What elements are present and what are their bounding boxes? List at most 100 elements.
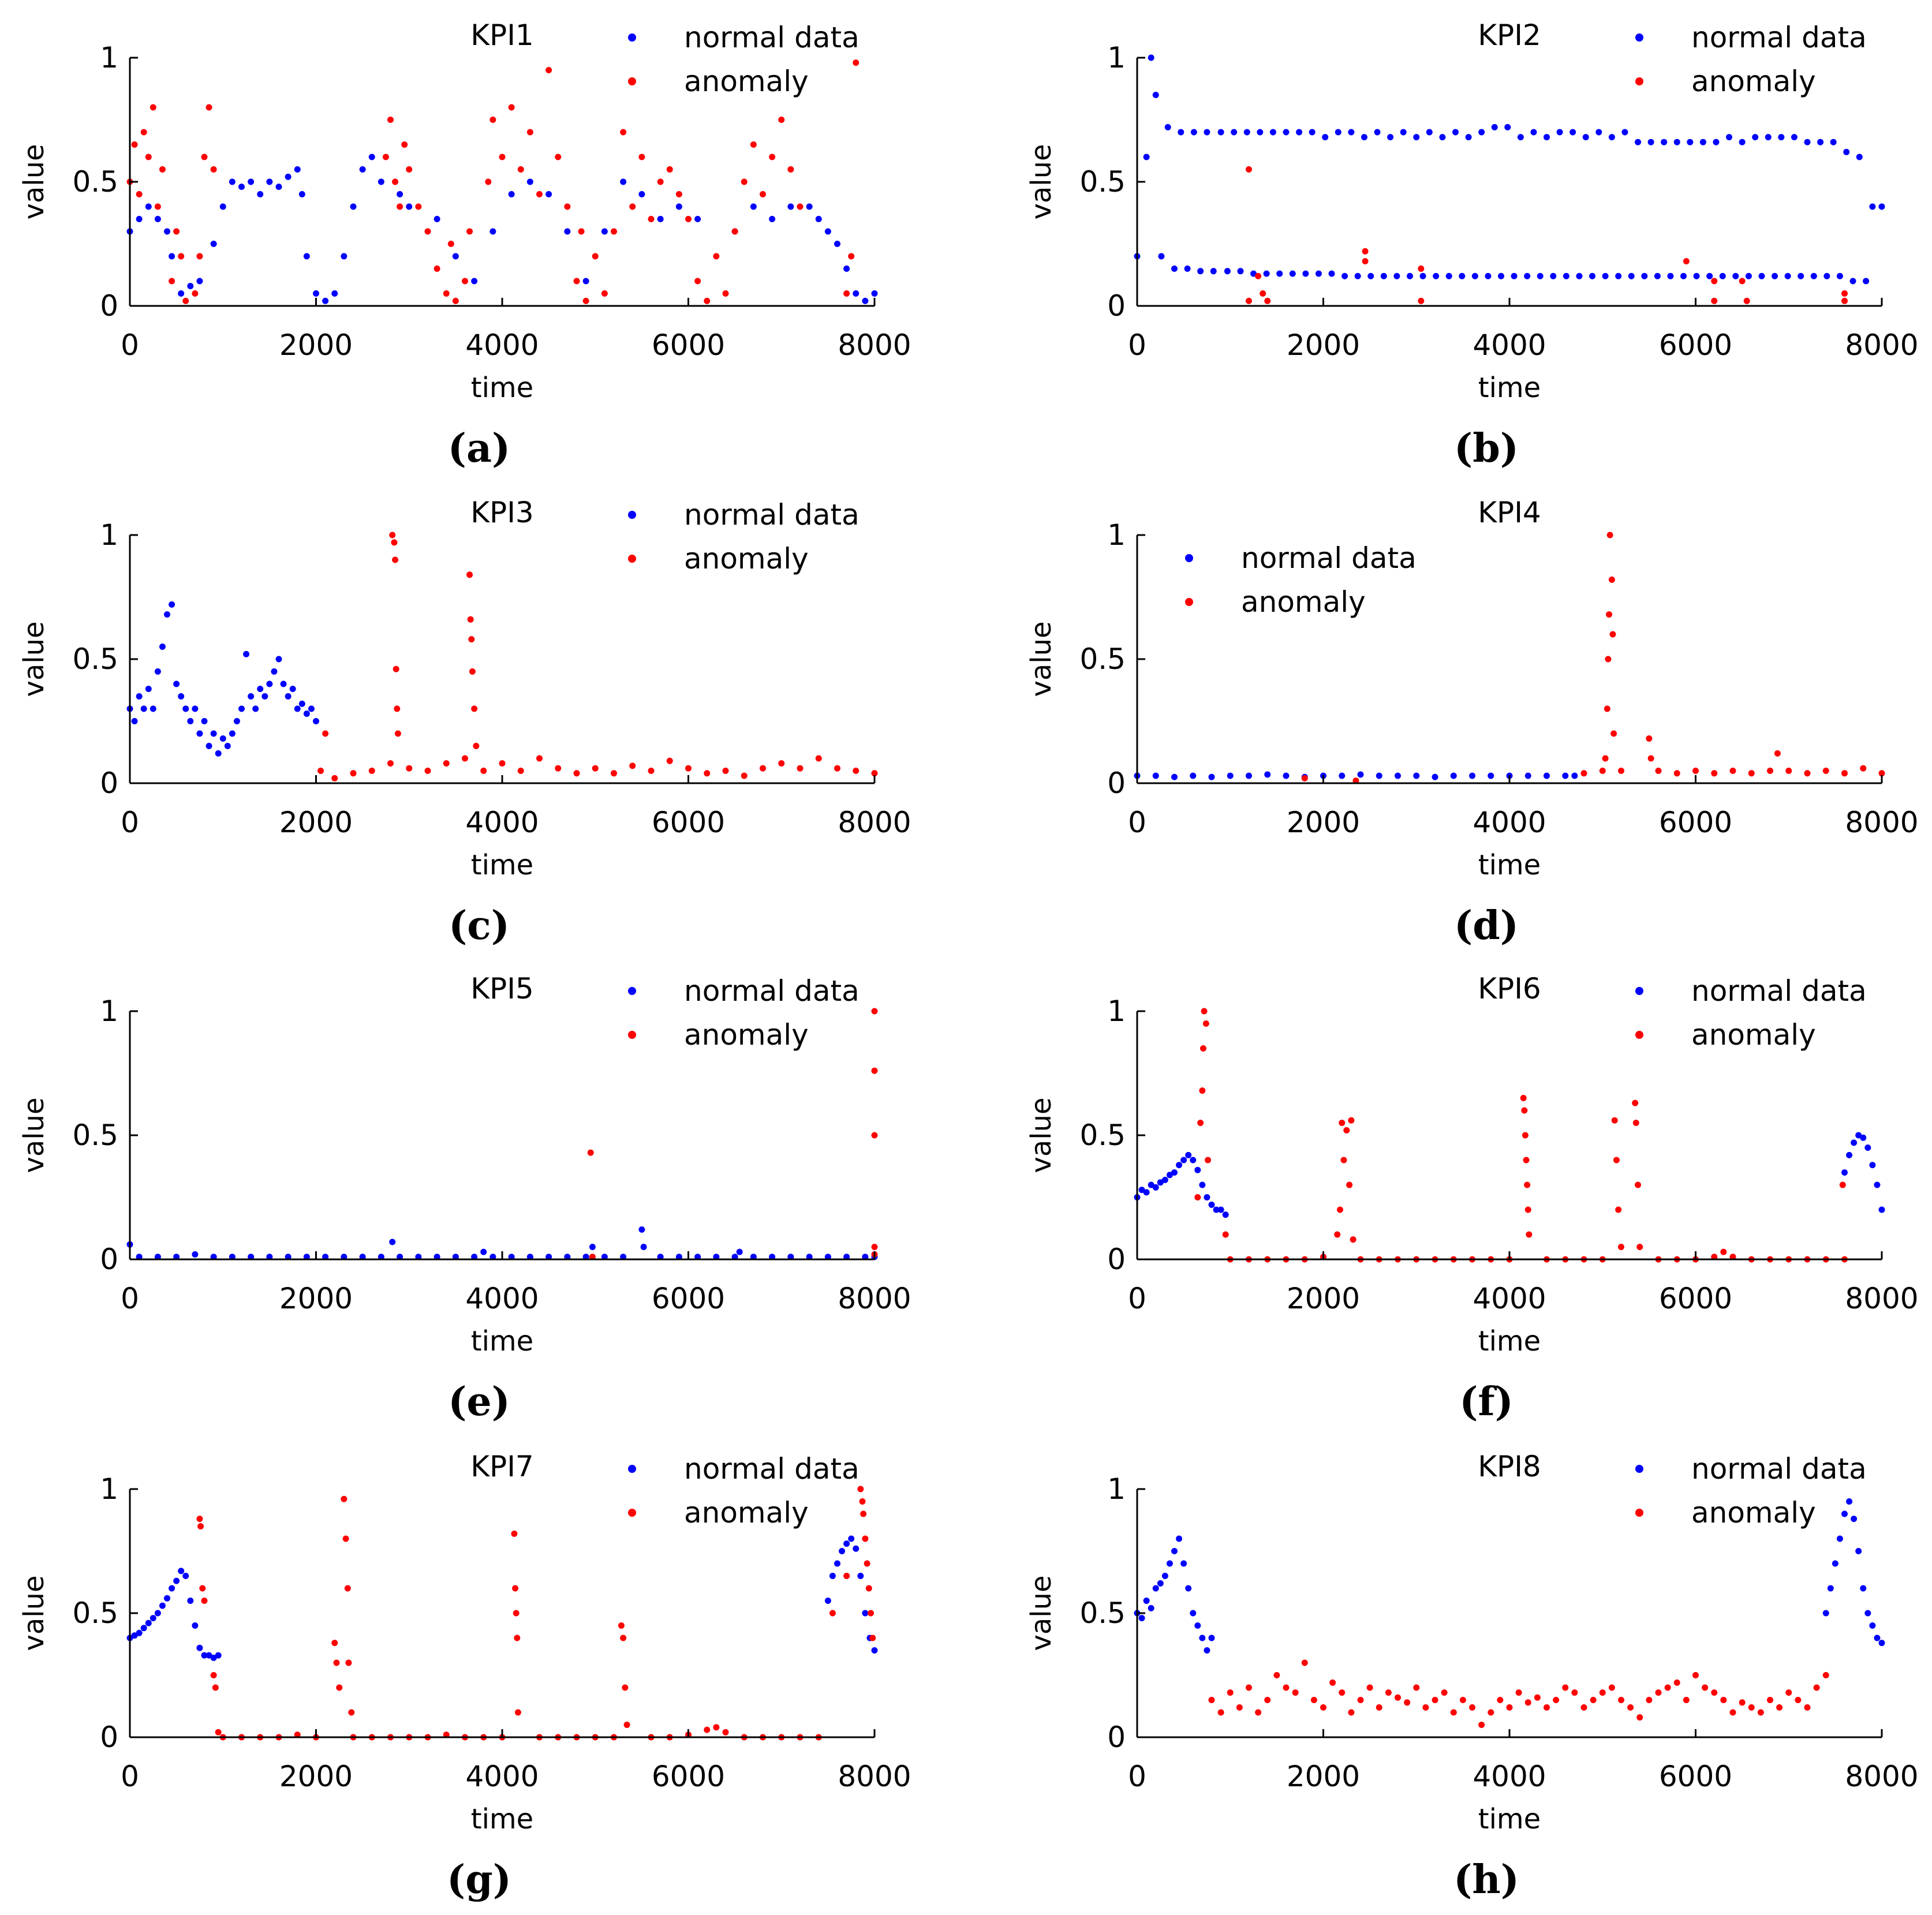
data-point: [1180, 1157, 1187, 1164]
data-point: [471, 1254, 478, 1261]
data-point: [871, 290, 878, 297]
data-point: [378, 178, 384, 185]
data-point: [1362, 258, 1369, 265]
y-tick-label: 0: [1107, 766, 1126, 800]
data-point: [219, 735, 226, 742]
data-point: [1576, 272, 1583, 279]
data-point: [1836, 272, 1843, 279]
data-point: [853, 290, 860, 297]
y-tick-label: 0: [100, 289, 118, 323]
data-point: [694, 278, 701, 285]
data-point: [187, 718, 194, 724]
data-point: [238, 184, 245, 190]
data-point: [210, 1254, 217, 1261]
data-point: [1855, 1132, 1862, 1139]
data-point: [1776, 1704, 1783, 1711]
data-point: [1340, 1157, 1347, 1164]
data-point: [618, 1622, 625, 1629]
data-point: [1488, 772, 1494, 779]
data-point: [447, 241, 454, 247]
data-point: [205, 743, 212, 749]
data-point: [1846, 1498, 1853, 1505]
data-point: [722, 290, 729, 297]
data-point: [1609, 631, 1616, 638]
data-point: [1517, 134, 1524, 141]
data-point: [1804, 139, 1811, 145]
data-point: [1269, 129, 1276, 136]
data-point: [1654, 272, 1661, 279]
data-point: [391, 539, 398, 546]
data-point: [1208, 1201, 1215, 1208]
data-point: [154, 668, 161, 675]
data-point: [294, 1731, 301, 1738]
series-anomaly: [1301, 532, 1885, 784]
data-point: [499, 760, 506, 767]
data-point: [1664, 1684, 1671, 1691]
data-point: [1190, 129, 1197, 136]
data-point: [389, 1239, 396, 1246]
data-point: [1729, 768, 1736, 774]
data-point: [1273, 1672, 1280, 1678]
data-point: [1334, 1231, 1341, 1238]
data-point: [387, 117, 394, 123]
series-normal-data: [126, 601, 319, 757]
data-point: [1194, 1622, 1201, 1629]
data-point: [387, 760, 394, 767]
data-point: [1469, 1704, 1475, 1711]
data-point: [1823, 272, 1830, 279]
x-axis-label: time: [1478, 1803, 1541, 1835]
legend: normal data anomaly: [1635, 974, 1867, 1052]
data-point: [1804, 770, 1811, 777]
data-point: [582, 278, 589, 285]
data-point: [368, 154, 375, 160]
data-point: [1471, 272, 1478, 279]
legend: normal data anomaly: [628, 1452, 860, 1529]
data-point: [1864, 1144, 1871, 1151]
data-point: [1836, 1535, 1843, 1542]
x-tick-label: 8000: [838, 1760, 911, 1793]
data-point: [1599, 768, 1606, 774]
series-anomaly: [126, 59, 860, 304]
data-point: [1635, 139, 1642, 145]
data-point: [1166, 1560, 1173, 1567]
data-point: [313, 718, 319, 724]
data-point: [1185, 1151, 1192, 1158]
data-point: [1184, 265, 1191, 272]
data-point: [769, 216, 776, 222]
x-tick-label: 4000: [1473, 328, 1546, 362]
data-point: [1590, 1697, 1597, 1703]
data-point: [1530, 129, 1537, 136]
series-anomaly: [317, 532, 878, 781]
y-tick-label: 0.5: [1079, 1596, 1126, 1630]
data-point: [1350, 1236, 1356, 1243]
legend: normal data anomaly: [1635, 21, 1867, 98]
data-point: [397, 1254, 403, 1261]
data-point: [871, 1647, 878, 1654]
data-point: [1143, 154, 1150, 160]
data-point: [1255, 272, 1262, 279]
data-point: [1524, 1206, 1531, 1213]
data-point: [787, 166, 794, 173]
data-point: [1395, 1694, 1401, 1701]
data-point: [1720, 1697, 1727, 1703]
data-point: [545, 1254, 552, 1261]
data-point: [196, 1644, 203, 1651]
data-point: [192, 705, 199, 712]
data-point: [1380, 272, 1387, 279]
data-point: [1798, 272, 1804, 279]
data-point: [1204, 1194, 1210, 1200]
x-tick-label: 0: [1128, 1282, 1146, 1315]
data-point: [1418, 297, 1425, 304]
x-tick-label: 0: [121, 1760, 139, 1793]
data-point: [341, 1254, 347, 1261]
legend-label: normal data: [684, 974, 860, 1008]
data-point: [1138, 1187, 1145, 1194]
data-point: [261, 693, 268, 700]
data-point: [136, 693, 143, 700]
data-point: [443, 1731, 450, 1738]
x-tick-label: 4000: [465, 1760, 539, 1793]
subplot-g: 0 0.5 1 0 2000 4000 6000 8000 time value KPI7 norma…: [18, 1450, 911, 1903]
data-point: [331, 775, 338, 781]
data-point: [1264, 771, 1271, 778]
data-point: [178, 253, 185, 260]
